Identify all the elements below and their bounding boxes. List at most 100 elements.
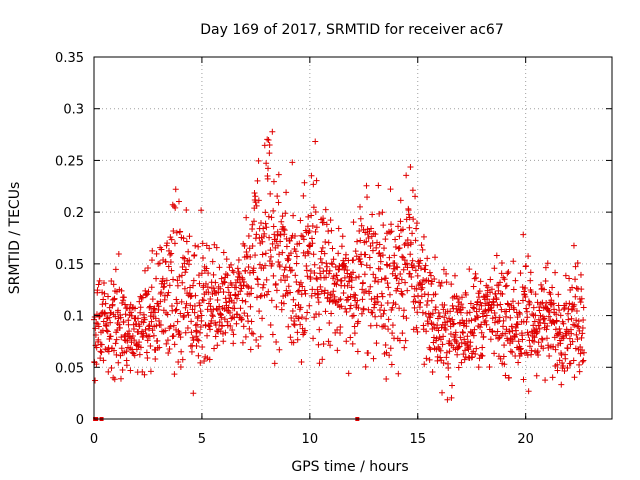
data-point — [427, 346, 434, 353]
data-point — [482, 317, 489, 324]
data-point — [411, 293, 418, 300]
data-point — [347, 305, 354, 312]
data-point — [462, 353, 469, 360]
data-point — [271, 360, 278, 367]
data-point — [205, 270, 212, 277]
data-point — [437, 336, 444, 343]
data-point — [517, 310, 524, 317]
data-point — [338, 303, 345, 310]
data-point — [383, 349, 390, 356]
data-point — [448, 394, 455, 401]
data-point — [544, 323, 551, 330]
data-point — [546, 308, 553, 315]
data-point — [397, 197, 404, 204]
data-point — [137, 309, 144, 316]
data-point — [214, 306, 221, 313]
data-point — [480, 313, 487, 320]
data-point — [310, 204, 317, 211]
data-point — [306, 302, 313, 309]
data-point — [533, 330, 540, 337]
data-point — [191, 252, 198, 259]
data-point — [426, 356, 433, 363]
data-point — [306, 228, 313, 235]
data-point — [116, 321, 123, 328]
data-point — [137, 344, 144, 351]
data-point — [425, 277, 432, 284]
data-point — [142, 287, 149, 294]
data-point — [266, 234, 273, 241]
data-point — [144, 265, 151, 272]
data-point — [333, 281, 340, 288]
data-point — [579, 330, 586, 337]
data-point — [491, 350, 498, 357]
data-point — [432, 254, 439, 261]
data-point — [296, 287, 303, 294]
data-point — [305, 213, 312, 220]
data-point — [325, 338, 332, 345]
data-point — [160, 284, 167, 291]
data-point — [192, 292, 199, 299]
data-point — [568, 306, 575, 313]
data-point — [265, 165, 272, 172]
data-point — [579, 358, 586, 365]
data-point — [439, 389, 446, 396]
data-point — [102, 300, 109, 307]
data-point — [566, 300, 573, 307]
data-point — [269, 240, 276, 247]
data-point — [250, 330, 257, 337]
data-point — [122, 301, 129, 308]
data-point — [106, 336, 113, 343]
data-point — [577, 271, 584, 278]
data-point — [147, 343, 154, 350]
data-point — [224, 318, 231, 325]
data-point — [502, 330, 509, 337]
data-point — [148, 284, 155, 291]
data-point — [318, 248, 325, 255]
data-point — [221, 279, 228, 286]
data-point — [345, 296, 352, 303]
data-point — [308, 212, 315, 219]
data-point — [367, 322, 374, 329]
data-point — [248, 330, 255, 337]
data-point — [444, 318, 451, 325]
data-point — [284, 274, 291, 281]
data-point — [236, 270, 243, 277]
data-point — [407, 251, 414, 258]
data-point — [495, 282, 502, 289]
data-point — [457, 334, 464, 341]
data-point — [574, 260, 581, 267]
data-point — [396, 245, 403, 252]
data-point — [292, 302, 299, 309]
data-point — [572, 263, 579, 270]
data-point — [304, 273, 311, 280]
data-point — [359, 279, 366, 286]
data-point — [416, 304, 423, 311]
data-point — [318, 259, 325, 266]
data-point — [382, 323, 389, 330]
data-point — [310, 251, 317, 258]
data-point — [502, 283, 509, 290]
data-point — [578, 295, 585, 302]
data-point — [190, 282, 197, 289]
data-point — [267, 190, 274, 197]
data-point — [489, 329, 496, 336]
data-point — [492, 332, 499, 339]
data-point — [478, 329, 485, 336]
data-point — [445, 364, 452, 371]
data-point — [187, 293, 194, 300]
data-point — [425, 320, 432, 327]
data-point — [447, 308, 454, 315]
data-point — [274, 242, 281, 249]
x-tick-label: 0 — [90, 432, 98, 447]
data-point — [568, 330, 575, 337]
data-point — [229, 326, 236, 333]
data-point — [146, 333, 153, 340]
data-point — [382, 236, 389, 243]
data-point — [580, 357, 587, 364]
data-point — [417, 265, 424, 272]
data-point — [526, 299, 533, 306]
data-point — [571, 301, 578, 308]
data-point — [233, 320, 240, 327]
data-point — [215, 328, 222, 335]
data-point — [310, 335, 317, 342]
